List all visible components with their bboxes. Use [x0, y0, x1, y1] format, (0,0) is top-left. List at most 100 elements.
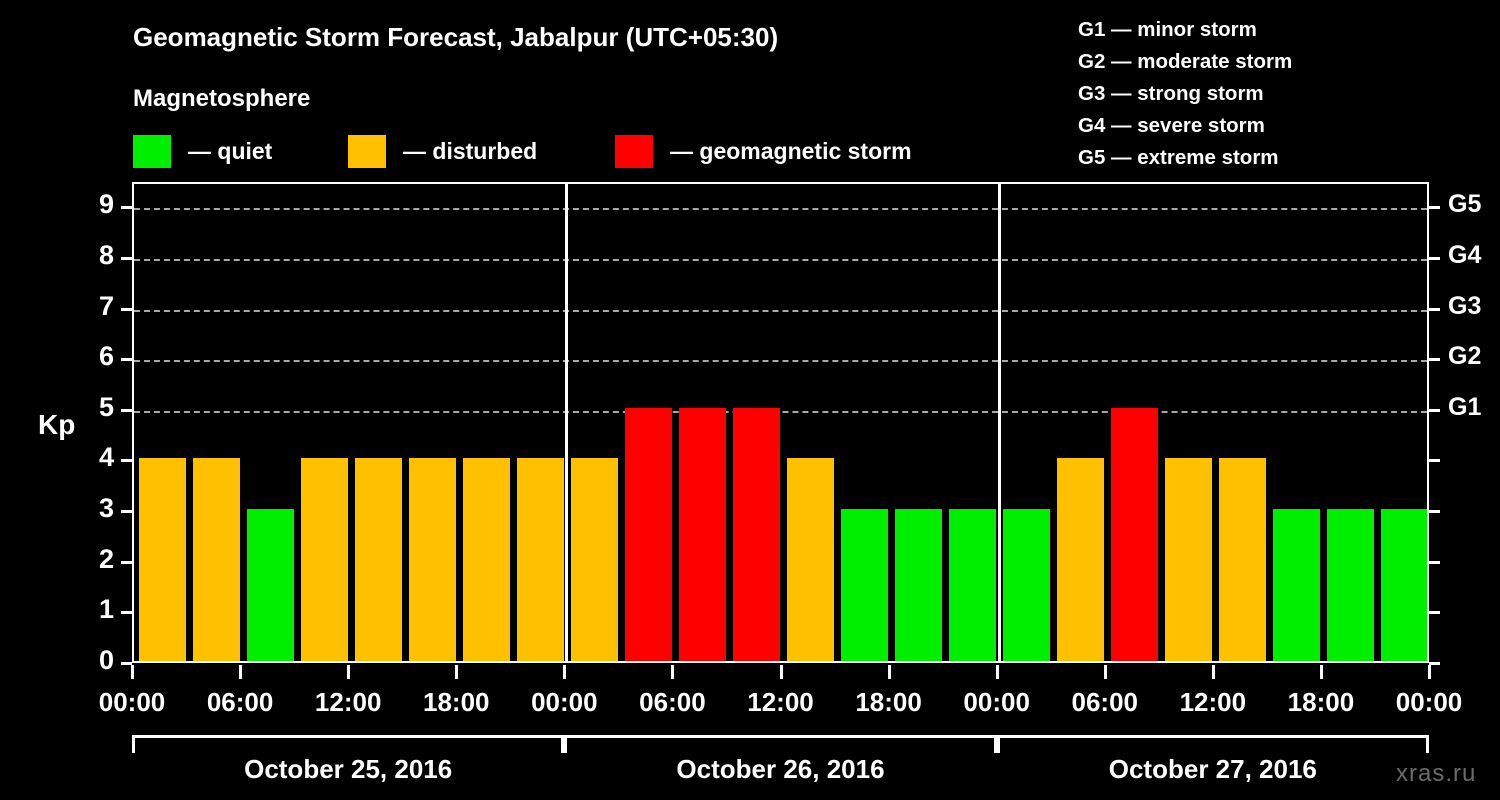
x-tick-1 — [239, 665, 243, 679]
x-tick-3 — [455, 665, 459, 679]
watermark: xras.ru — [1396, 760, 1477, 787]
legend-entry-disturbed: — disturbed — [348, 133, 537, 169]
y-tick-label-0: 0 — [98, 645, 114, 675]
x-tick-label-9: 06:00 — [1071, 687, 1139, 717]
legend-swatch-disturbed — [348, 134, 386, 168]
y-tick-label-4: 4 — [98, 442, 114, 473]
g-axis-label-g2: G2 — [1448, 342, 1482, 371]
x-tick-label-5: 06:00 — [639, 687, 706, 717]
g-minor-tick-2 — [1429, 560, 1440, 564]
x-tick-2 — [347, 665, 351, 679]
y-tick-label-3: 3 — [98, 493, 114, 524]
y-tick-label-6: 6 — [98, 341, 114, 372]
legend-swatch-quiet — [133, 134, 171, 168]
kp-bar[interactable] — [192, 458, 240, 661]
kp-bar[interactable] — [408, 458, 456, 661]
x-tick-5 — [671, 665, 675, 679]
x-tick-label-4: 00:00 — [531, 687, 598, 717]
kp-bar[interactable] — [1057, 458, 1105, 661]
legend-entry-quiet: — quiet — [133, 133, 272, 169]
kp-bar[interactable] — [678, 407, 726, 661]
gridline-kp-9 — [134, 208, 1427, 211]
kp-bar[interactable] — [1381, 509, 1427, 661]
g-tick-g5 — [1429, 206, 1440, 210]
kp-bar[interactable] — [1219, 458, 1267, 661]
g-minor-tick-3 — [1429, 510, 1440, 514]
g-axis-label-g4: G4 — [1448, 240, 1482, 269]
gridline-kp-7 — [134, 309, 1427, 312]
kp-bar[interactable] — [570, 458, 618, 661]
x-tick-label-12: 00:00 — [1395, 687, 1463, 717]
x-tick-6 — [779, 665, 783, 679]
gridline-kp-6 — [134, 360, 1427, 363]
day-bracket-1 — [132, 735, 565, 753]
legend-label-quiet: — quiet — [188, 137, 273, 164]
kp-bar[interactable] — [841, 509, 889, 661]
kp-bar[interactable] — [1111, 407, 1159, 661]
g-legend-row-g2: G2 — moderate storm — [1078, 50, 1293, 73]
y-tick-6 — [121, 358, 132, 362]
g-legend-row-g1: G1 — minor storm — [1078, 18, 1257, 41]
x-tick-label-0: 00:00 — [98, 687, 166, 717]
day-divider-2 — [997, 184, 1001, 661]
kp-bar[interactable] — [300, 458, 348, 661]
kp-bar[interactable] — [138, 458, 186, 661]
y-tick-9 — [121, 206, 132, 210]
g-minor-tick-0 — [1429, 662, 1440, 665]
kp-bar[interactable] — [895, 509, 943, 661]
x-tick-label-11: 18:00 — [1287, 687, 1355, 717]
gridline-kp-8 — [134, 258, 1427, 261]
y-tick-label-8: 8 — [98, 239, 114, 270]
x-tick-4 — [563, 665, 567, 679]
gridline-kp-5 — [134, 410, 1427, 413]
x-tick-label-3: 18:00 — [423, 687, 490, 717]
legend-label-disturbed: — disturbed — [403, 137, 538, 164]
kp-bar[interactable] — [732, 407, 780, 661]
x-tick-label-1: 06:00 — [206, 687, 274, 717]
legend-label-geomagnetic-storm: — geomagnetic storm — [670, 137, 912, 164]
kp-bar[interactable] — [462, 458, 510, 661]
y-tick-2 — [121, 560, 132, 564]
kp-bar[interactable] — [787, 458, 835, 661]
x-tick-label-7: 18:00 — [855, 687, 922, 717]
g-minor-tick-1 — [1429, 611, 1440, 615]
x-tick-10 — [1211, 665, 1215, 679]
g-tick-g4 — [1429, 256, 1440, 260]
x-tick-label-6: 12:00 — [747, 687, 814, 717]
y-tick-8 — [121, 256, 132, 260]
x-tick-label-2: 12:00 — [314, 687, 382, 717]
kp-bar[interactable] — [949, 509, 997, 661]
plot-area — [132, 182, 1429, 663]
y-tick-label-7: 7 — [98, 290, 114, 321]
x-tick-11 — [1319, 665, 1323, 679]
kp-bar[interactable] — [246, 509, 294, 661]
kp-bar[interactable] — [1003, 509, 1051, 661]
kp-bar[interactable] — [516, 458, 564, 661]
y-tick-label-2: 2 — [98, 543, 114, 574]
kp-bar[interactable] — [1327, 509, 1375, 661]
g-tick-g1 — [1429, 408, 1440, 412]
y-tick-1 — [121, 611, 132, 615]
g-tick-g3 — [1429, 307, 1440, 311]
kp-bar[interactable] — [1273, 509, 1321, 661]
x-tick-12 — [1428, 665, 1431, 679]
y-tick-0 — [121, 662, 132, 665]
page-title: Geomagnetic Storm Forecast, Jabalpur (UT… — [133, 22, 779, 52]
day-divider-1 — [565, 184, 569, 661]
kp-bar[interactable] — [354, 458, 402, 661]
plot-inner — [134, 184, 1427, 661]
g-axis-label-g5: G5 — [1448, 190, 1482, 219]
kp-bar[interactable] — [624, 407, 672, 661]
y-tick-5 — [121, 408, 132, 412]
legend-swatch-geomagnetic-storm — [615, 134, 653, 168]
g-axis-label-g3: G3 — [1448, 291, 1482, 320]
g-axis-label-g1: G1 — [1448, 392, 1482, 421]
legend-entry-geomagnetic-storm: — geomagnetic storm — [615, 133, 912, 169]
x-tick-7 — [887, 665, 891, 679]
g-minor-tick-4 — [1429, 459, 1440, 463]
x-tick-9 — [1103, 665, 1107, 679]
y-tick-label-9: 9 — [98, 189, 114, 220]
kp-bar[interactable] — [1165, 458, 1213, 661]
day-caption-3: October 27, 2016 — [1108, 754, 1317, 784]
y-tick-7 — [121, 307, 132, 311]
